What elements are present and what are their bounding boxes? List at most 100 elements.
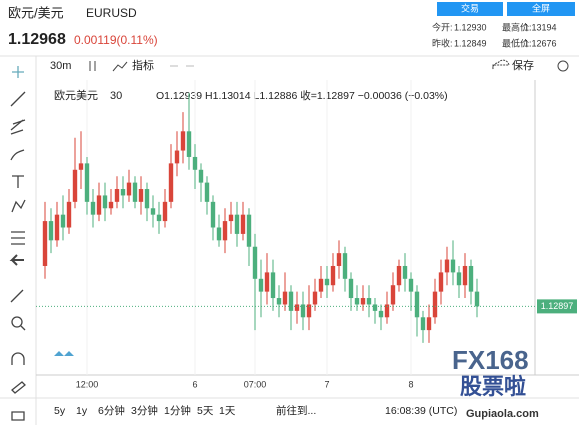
candle-body (132, 182, 138, 202)
watermark-site: 股票啦 (460, 374, 526, 399)
candle-body (216, 227, 222, 241)
range-button[interactable]: 1分钟 (164, 404, 191, 417)
candle-body (282, 291, 288, 305)
last-price-label: 1.12897 (541, 301, 574, 311)
stat-value: 1.12930 (454, 22, 487, 32)
candle-body (192, 156, 198, 170)
candle-body (360, 298, 366, 305)
candle-body (432, 291, 438, 318)
indicator-icon[interactable] (112, 61, 128, 72)
candle-body (420, 317, 426, 331)
candle-body (330, 265, 336, 286)
candle-body (270, 272, 276, 299)
candle-body (234, 214, 240, 234)
candle-body (126, 182, 132, 196)
stat-label: 昨收: (432, 37, 453, 48)
range-button[interactable]: 5天 (197, 405, 214, 417)
range-button[interactable]: 5y (54, 405, 66, 417)
candle-body (402, 265, 408, 279)
candle-body (444, 259, 450, 273)
legend-interval: 30 (110, 90, 122, 102)
candle-body (150, 208, 156, 215)
candle-body (348, 278, 354, 299)
last-price-box (537, 299, 577, 314)
candle-body (474, 291, 480, 307)
stat-label: 最高价: (502, 21, 532, 32)
candle-body (138, 189, 144, 202)
candle-body (396, 265, 402, 286)
candle-body (168, 163, 174, 202)
candle-body (450, 259, 456, 273)
indicators[interactable]: 指标 (132, 58, 154, 72)
stat-value: 1.12849 (454, 38, 487, 48)
x-tick-label: 8 (408, 379, 413, 389)
candle-body (372, 304, 378, 311)
x-tick-label: 12:00 (76, 379, 99, 389)
goto[interactable]: 前往到... (276, 404, 316, 417)
candle-body (204, 182, 210, 202)
candle-body (300, 304, 306, 318)
legend-name: 欧元美元 (54, 89, 98, 102)
candle-body (336, 253, 342, 266)
price: 1.12968 (8, 31, 66, 48)
trade-button[interactable] (437, 2, 503, 16)
fullscreen-button[interactable] (507, 2, 575, 16)
candle-body (210, 201, 216, 228)
candle-body (90, 201, 96, 215)
cloud-icon[interactable] (492, 59, 510, 70)
candle-body (102, 195, 108, 209)
candle-body (156, 214, 162, 222)
stat-label: 今开: (432, 21, 453, 32)
range-button[interactable]: 6分钟 (98, 404, 125, 417)
range-button[interactable]: 3分钟 (131, 404, 158, 417)
candle-body (252, 246, 258, 279)
candle-body (294, 304, 300, 311)
range-button[interactable]: 1y (76, 405, 88, 417)
candle-body (96, 195, 102, 215)
candle-body (162, 201, 168, 222)
candle-body (84, 163, 90, 202)
candle-body (276, 298, 282, 305)
candle-body (312, 291, 318, 305)
candle-body (120, 189, 126, 196)
candle-body (180, 131, 186, 151)
candle-body (228, 214, 234, 222)
candle-body (114, 189, 120, 202)
drawing-tools[interactable] (9, 66, 26, 421)
candle-body (306, 304, 312, 318)
candle-body (324, 278, 330, 286)
candle-body (462, 265, 468, 286)
symbol: EURUSD (86, 6, 137, 20)
candle-body (264, 272, 270, 292)
candle-body (342, 253, 348, 279)
candle-body (318, 278, 324, 292)
candle-body (72, 169, 78, 202)
trade-button-label[interactable]: 交易 (461, 2, 479, 13)
fullscreen-button-label[interactable]: 全屏 (532, 2, 550, 13)
candle-body (174, 150, 180, 164)
x-tick-label: 07:00 (244, 379, 267, 389)
save[interactable]: 保存 (512, 58, 534, 72)
candle-icon[interactable] (89, 61, 96, 71)
candle-body (108, 201, 114, 209)
candle-body (78, 163, 84, 170)
range-button[interactable]: 1天 (219, 405, 236, 417)
candle-body (42, 221, 48, 266)
candle-body (426, 317, 432, 331)
stats: 今开: 1.12930 最高价:1.13194 昨收: 1.12849 最低价:1.126… (432, 21, 557, 48)
stat-value: 1.12676 (524, 38, 557, 48)
range-bar[interactable]: 5y 1y 6分钟 3分钟 1分钟 5天 1天 (54, 404, 236, 417)
candle-body (438, 272, 444, 292)
legend-ohlc: O1.12939 H1.13014 L1.12886 收=1.12897 −0.… (156, 89, 448, 102)
candle-body (408, 278, 414, 292)
logo (54, 351, 74, 356)
candle-body (186, 131, 192, 157)
watermark-url: Gupiaola.com (466, 408, 539, 420)
interval[interactable]: 30m (50, 60, 71, 72)
candle-body (240, 214, 246, 234)
settings-icon[interactable] (557, 60, 569, 72)
candle-body (354, 298, 360, 305)
clock: 16:08:39 (UTC) (385, 405, 457, 417)
